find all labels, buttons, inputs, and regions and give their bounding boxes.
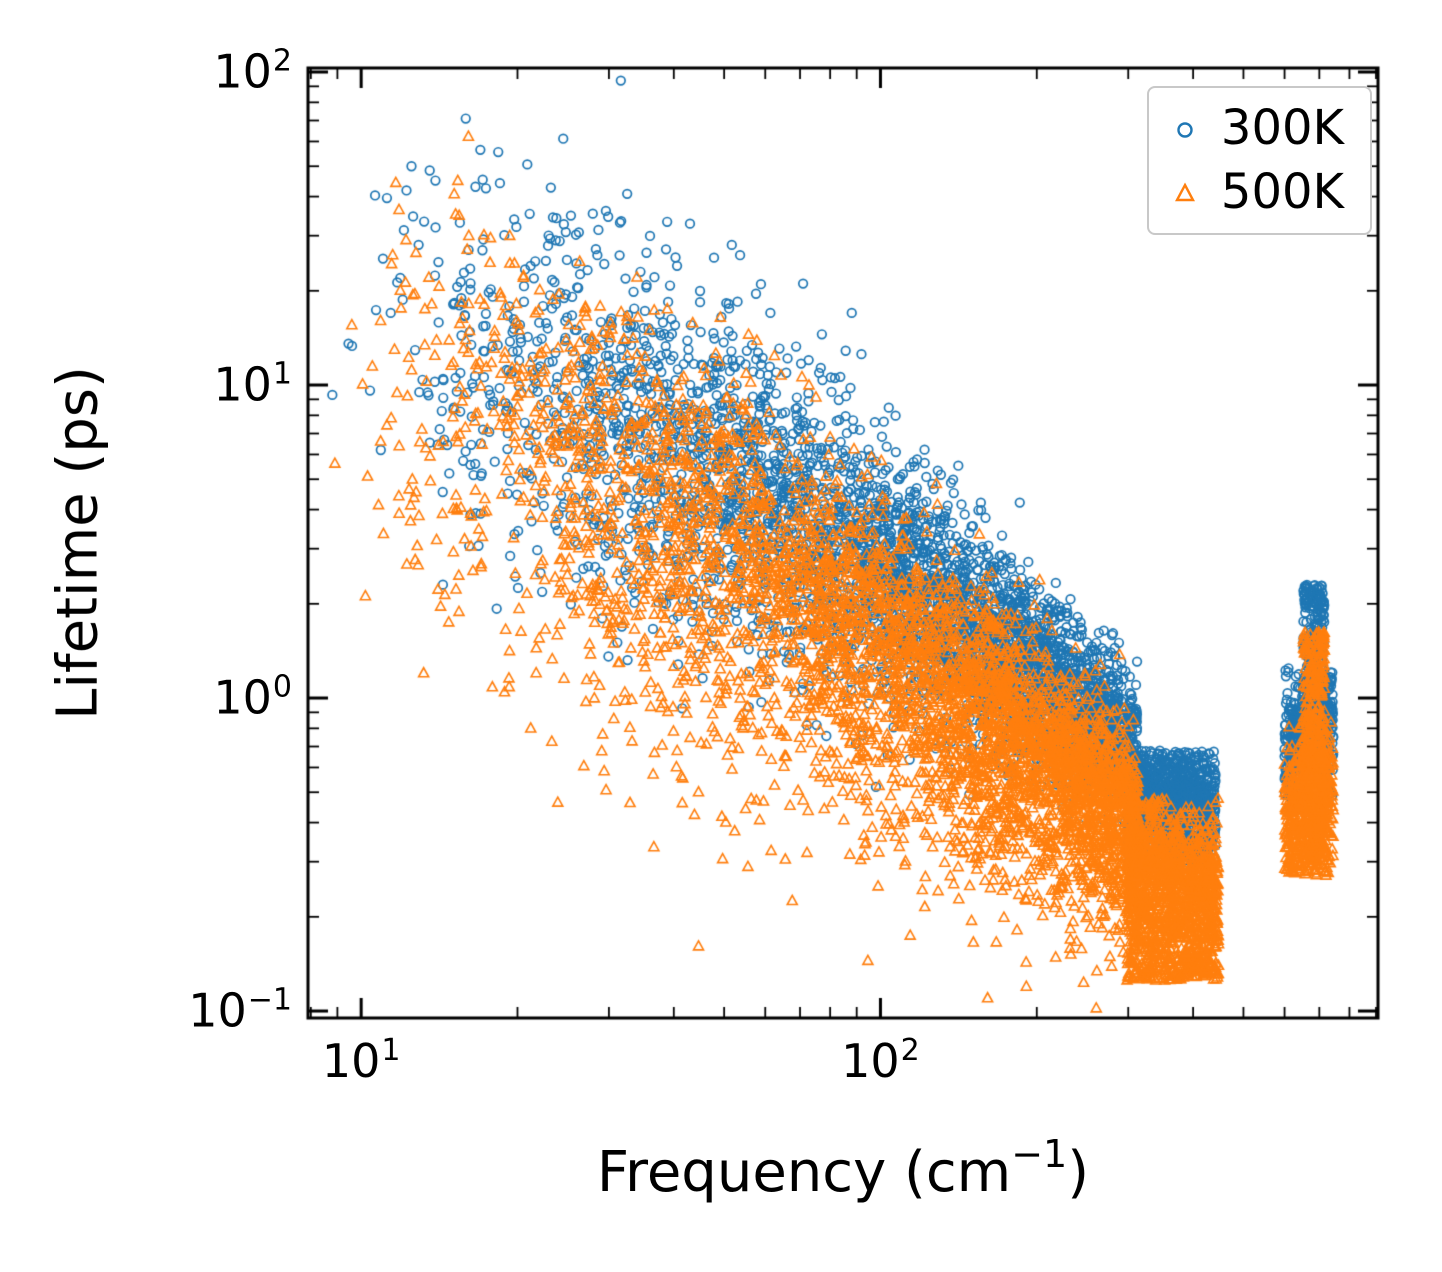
legend-item-500k: 500K xyxy=(1163,164,1344,222)
tick-base: 10 xyxy=(213,670,272,725)
x-tick-label: 102 xyxy=(841,1033,920,1088)
tick-base: 10 xyxy=(213,44,272,99)
tick-exponent: −1 xyxy=(247,982,292,1018)
tick-base: 10 xyxy=(213,357,272,412)
y-tick-label: 100 xyxy=(213,669,292,725)
legend-marker-circle-icon xyxy=(1163,109,1207,149)
y-axis-label: Lifetime (ps) xyxy=(45,366,111,720)
x-axis-label: Frequency (cm−1) xyxy=(596,1132,1090,1205)
tick-exponent: 0 xyxy=(272,669,292,705)
x-axis-label-exponent: −1 xyxy=(1011,1132,1068,1176)
legend-label: 500K xyxy=(1220,163,1344,220)
y-tick-label: 10−1 xyxy=(188,982,292,1038)
tick-exponent: 2 xyxy=(272,43,292,79)
legend-marker-triangle-icon xyxy=(1163,172,1207,212)
tick-base: 10 xyxy=(841,1034,900,1088)
tick-exponent: 1 xyxy=(272,356,292,392)
x-tick-label: 101 xyxy=(321,1033,401,1088)
tick-exponent: 2 xyxy=(900,1033,920,1068)
x-axis-label-base: Frequency (cm xyxy=(596,1140,1012,1205)
legend-item-300k: 300K xyxy=(1163,100,1344,158)
x-axis-label-close: ) xyxy=(1067,1140,1090,1205)
tick-base: 10 xyxy=(188,983,247,1038)
tick-base: 10 xyxy=(321,1034,381,1088)
y-tick-label: 101 xyxy=(213,356,292,412)
y-tick-label: 102 xyxy=(213,43,292,99)
tick-exponent: 1 xyxy=(381,1033,401,1068)
legend-label: 300K xyxy=(1220,100,1344,156)
legend: 300K 500K xyxy=(1146,86,1372,236)
